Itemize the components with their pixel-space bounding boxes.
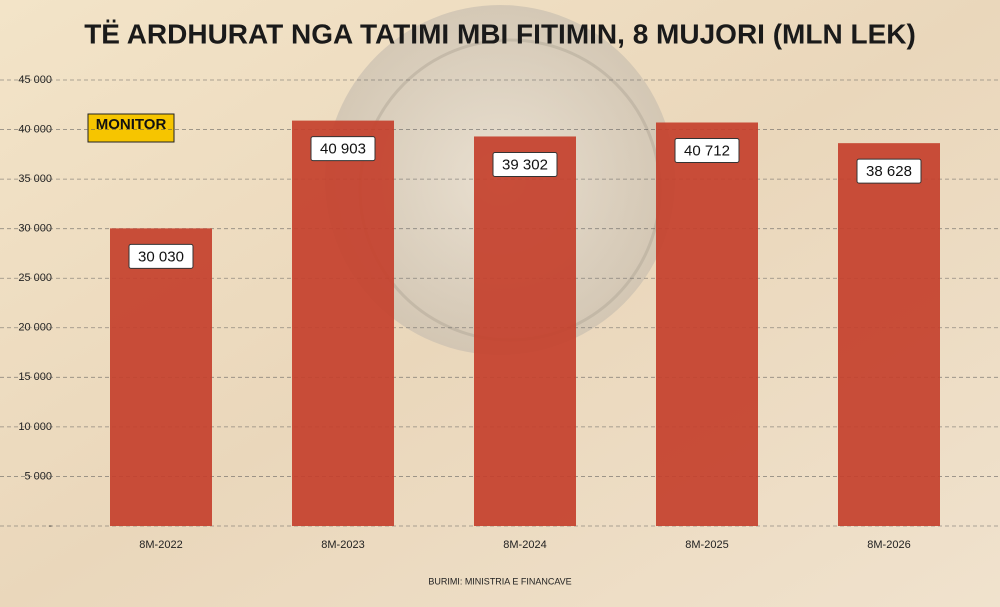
bar [292,120,394,526]
source: BURIMI: MINISTRIA E FINANCAVE [428,576,571,586]
value-label-box [128,243,194,269]
x-tick-label: 8M-2026 [867,539,910,551]
x-tick-label: 8M-2025 [685,539,728,551]
x-tick-label: 8M-2024 [503,539,546,551]
logo-box [87,113,175,143]
chart-title: TË ARDHURAT NGA TATIMI MBI FITIMIN, 8 MU… [84,18,916,49]
bar [838,143,940,526]
x-tick-label: 8M-2023 [321,539,364,551]
bar [474,136,576,526]
value-label: 38 628 [866,163,912,180]
bar [656,122,758,527]
value-label-box [310,136,376,162]
value-label: 40 903 [320,141,366,158]
value-label-box [674,137,740,163]
value-label-box [856,158,922,184]
logo: MONITOR [96,116,167,133]
x-tick-label: 8M-2022 [139,539,182,551]
value-label-box [492,151,558,177]
bar [110,228,212,527]
value-label: 40 712 [684,142,730,159]
value-label: 30 030 [138,248,184,265]
value-label: 39 302 [502,156,548,173]
